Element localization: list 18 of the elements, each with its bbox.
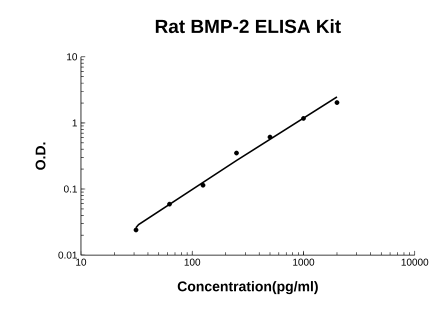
- point: [234, 150, 239, 156]
- point: [268, 134, 272, 140]
- x-tick-label: 1000: [293, 258, 314, 266]
- point: [301, 116, 306, 121]
- chart-title: Rat BMP-2 ELISA Kit: [156, 19, 341, 34]
- point: [134, 228, 138, 232]
- point: [167, 202, 172, 207]
- y-tick-label: 0.01: [58, 252, 77, 259]
- y-tick-label: 10: [67, 53, 78, 60]
- x-tick-label: 10000: [402, 258, 428, 266]
- point: [334, 100, 340, 105]
- point: [200, 182, 206, 188]
- x-tick-label: 10: [76, 258, 86, 266]
- x-axis-title: Concentration(pg/ml): [178, 281, 318, 294]
- x-tick-label: 100: [184, 258, 200, 266]
- y-tick-label: 0.1: [64, 185, 77, 193]
- y-axis-title: O.D.: [36, 142, 46, 170]
- y-tick-label: 1: [72, 119, 77, 126]
